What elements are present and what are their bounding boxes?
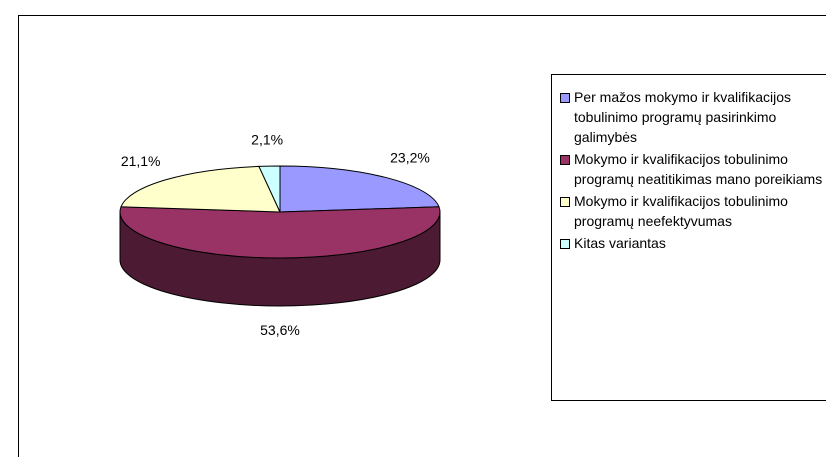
data-label: 23,2%: [390, 150, 430, 166]
legend-swatch: [560, 93, 570, 103]
data-label: 21,1%: [121, 153, 161, 169]
pie-slice: [119, 206, 441, 259]
legend-swatch: [560, 155, 570, 165]
chart-frame: [18, 15, 826, 457]
data-label: 53,6%: [260, 322, 300, 338]
legend-swatch: [560, 197, 570, 207]
legend: Per mažos mokymo ir kvalifikacijos tobul…: [551, 74, 826, 401]
legend-label: Mokymo ir kvalifikacijos tobulinimo prog…: [574, 151, 823, 187]
legend-label: Per mažos mokymo ir kvalifikacijos tobul…: [574, 89, 792, 145]
pie-slice: [279, 165, 440, 213]
legend-entry: Per mažos mokymo ir kvalifikacijos tobul…: [560, 87, 826, 147]
legend-entry: Mokymo ir kvalifikacijos tobulinimo prog…: [560, 149, 826, 189]
data-label: 2,1%: [251, 132, 283, 148]
legend-swatch: [560, 239, 570, 249]
legend-label: Mokymo ir kvalifikacijos tobulinimo prog…: [574, 193, 788, 229]
legend-entry: Mokymo ir kvalifikacijos tobulinimo prog…: [560, 191, 826, 231]
pie-slice: [120, 165, 281, 213]
legend-entry: Kitas variantas: [560, 233, 826, 253]
pie-slice: [258, 165, 281, 213]
legend-label: Kitas variantas: [574, 235, 666, 251]
